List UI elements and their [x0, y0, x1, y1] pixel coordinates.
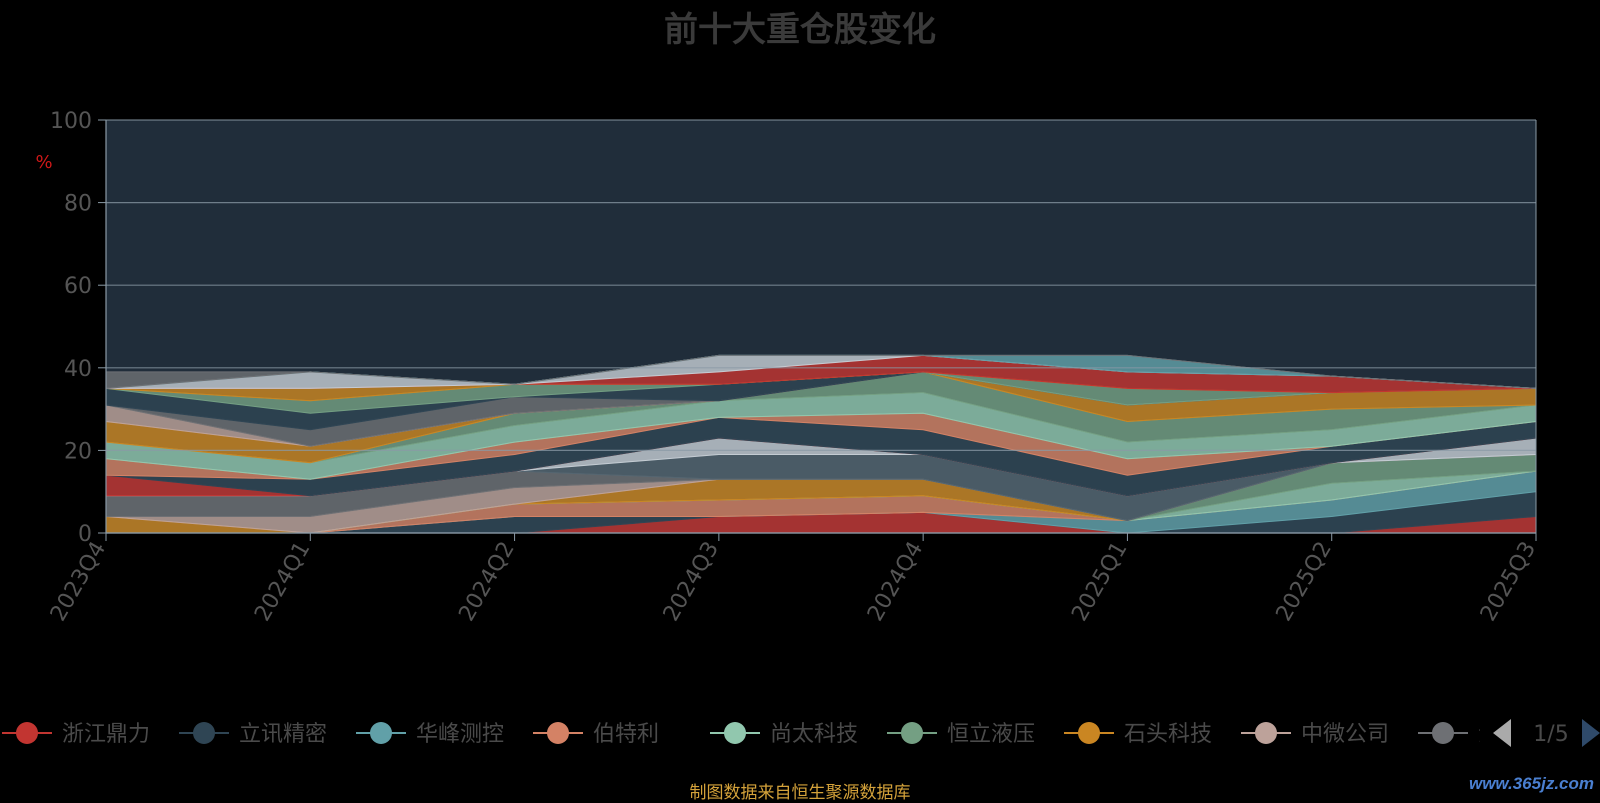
- legend-label: 恒立液压: [947, 722, 1035, 747]
- legend-circle-icon: [193, 722, 215, 744]
- ytick-label-1: 20: [64, 439, 92, 464]
- legend-circle-icon: [1432, 722, 1454, 744]
- legend-item-1[interactable]: 立讯精密: [179, 722, 327, 747]
- legend-circle-icon: [547, 722, 569, 744]
- legend-circle-icon: [1078, 722, 1100, 744]
- ytick-label-4: 80: [64, 192, 92, 217]
- legend-label: 石头科技: [1124, 722, 1212, 747]
- y-axis-label: %: [35, 152, 52, 173]
- legend-circle-icon: [901, 722, 923, 744]
- legend-item-5[interactable]: 恒立液压: [887, 722, 1035, 747]
- legend-item-4[interactable]: 尚太科技: [710, 722, 858, 747]
- watermark: www.365jz.com: [1468, 774, 1594, 793]
- ytick-label-3: 60: [64, 274, 92, 299]
- legend-item-0[interactable]: 浙江鼎力: [2, 722, 150, 747]
- xtick-label-3: 2024Q3: [659, 538, 724, 626]
- area-series-25: [105, 354, 1537, 389]
- legend-item-3[interactable]: 伯特利: [533, 722, 659, 747]
- xtick-label-4: 2024Q4: [863, 538, 928, 626]
- xtick-label-6: 2025Q2: [1272, 538, 1337, 626]
- legend-label: 尚太科技: [770, 722, 858, 747]
- legend-label: 华峰测控: [416, 722, 504, 747]
- stacked-area-chart: 0 20 40 60 80 100% 2023Q4 2024Q1 2024Q2 2024Q3 202…: [2, 109, 1600, 747]
- ytick-label-2: 40: [64, 357, 92, 382]
- legend-item-2[interactable]: 华峰测控: [356, 722, 504, 747]
- legend-label: 伯特利: [593, 722, 659, 747]
- chart-title: 前十大重仓股变化: [664, 10, 936, 50]
- legend-circle-icon: [16, 722, 38, 744]
- legend-label: 浙江鼎力: [62, 722, 150, 747]
- legend-circle-icon: [1255, 722, 1277, 744]
- xtick-label-2: 2024Q2: [454, 538, 519, 626]
- data-source-note: 制图数据来自恒生聚源数据库: [689, 783, 911, 803]
- triangle-right-icon[interactable]: [1582, 719, 1600, 747]
- xtick-label-1: 2024Q1: [250, 538, 315, 626]
- legend-label: 中微公司: [1301, 722, 1389, 747]
- xtick-label-0: 2023Q4: [46, 538, 111, 626]
- ytick-label-5: 100: [50, 109, 92, 134]
- xtick-label-7: 2025Q3: [1476, 538, 1541, 626]
- legend-circle-icon: [370, 722, 392, 744]
- legend-item-7[interactable]: 中微公司: [1241, 722, 1389, 747]
- legend-page-indicator: 1/5: [1533, 722, 1568, 747]
- triangle-left-icon[interactable]: [1493, 719, 1511, 747]
- ytick-label-0: 0: [78, 522, 92, 547]
- xtick-label-5: 2025Q1: [1067, 538, 1132, 626]
- legend-circle-icon: [724, 722, 746, 744]
- legend-label: 立讯精密: [239, 722, 327, 747]
- legend-item-6[interactable]: 石头科技: [1064, 722, 1212, 747]
